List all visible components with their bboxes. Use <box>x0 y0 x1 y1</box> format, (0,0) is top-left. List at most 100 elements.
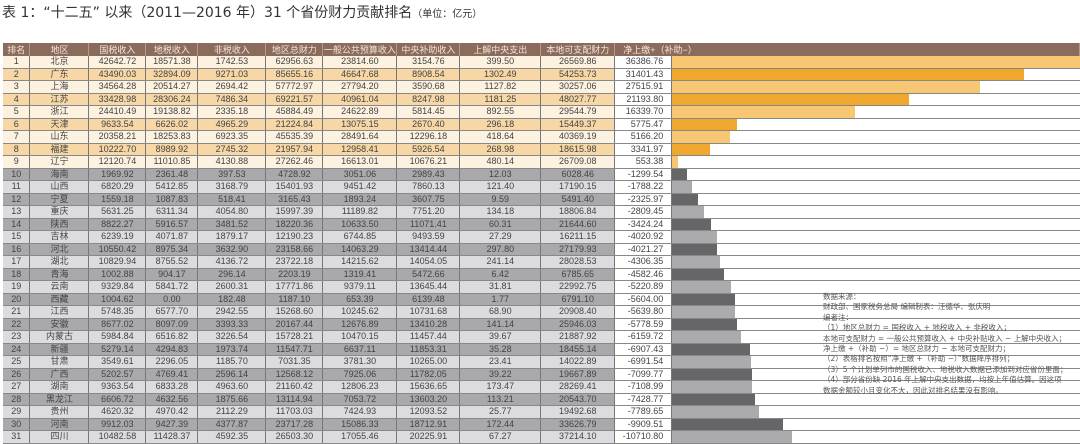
value-cell: 8975.34 <box>145 243 199 256</box>
subsidy-bar <box>672 306 736 318</box>
value-cell: 4294.83 <box>145 343 199 356</box>
value-cell: 14054.05 <box>396 255 461 269</box>
bar-cell <box>671 93 1080 106</box>
value-cell: 1875.66 <box>197 393 267 406</box>
value-cell: 1893.24 <box>322 193 398 206</box>
value-cell: 4071.87 <box>145 230 199 244</box>
contribution-bar <box>672 118 737 130</box>
subsidy-bar <box>672 181 693 193</box>
value-cell: 7053.72 <box>322 393 398 406</box>
value-cell: 21224.84 <box>265 118 324 131</box>
value-cell: 10470.15 <box>322 330 398 344</box>
value-cell: 31.81 <box>459 280 542 294</box>
value-cell: 15268.60 <box>265 305 324 319</box>
subsidy-bar <box>672 368 752 380</box>
region-cell: 云南 <box>29 280 90 294</box>
value-cell: 27.29 <box>459 230 542 244</box>
rank-cell: 17 <box>3 255 31 269</box>
rank-cell: 2 <box>3 68 31 81</box>
value-cell: 1181.25 <box>459 93 542 106</box>
table-row: 12 宁夏 1559.18 1087.83 518.41 3165.43 1893.24 36… <box>3 193 1080 206</box>
value-cell: 19492.68 <box>540 405 616 419</box>
rank-cell: 29 <box>3 405 31 419</box>
rank-cell: 7 <box>3 130 31 144</box>
value-cell: 11010.85 <box>145 155 199 169</box>
bar-cell <box>671 380 1080 394</box>
value-cell: 43490.03 <box>88 68 147 81</box>
value-cell: 904.17 <box>145 268 199 281</box>
value-cell: 11547.71 <box>265 343 324 356</box>
value-cell: 3632.90 <box>197 243 267 256</box>
value-cell: 26569.86 <box>540 56 616 69</box>
value-cell: 60.31 <box>459 218 542 231</box>
value-cell: 32894.09 <box>145 68 199 81</box>
value-cell: 23722.18 <box>265 255 324 269</box>
value-cell: 12958.41 <box>322 143 398 156</box>
value-cell: 297.80 <box>459 243 542 256</box>
net-value-cell: -7428.77 <box>614 393 673 406</box>
net-value-cell: -1788.22 <box>614 180 673 194</box>
value-cell: 8822.27 <box>88 218 147 231</box>
value-cell: 4130.88 <box>197 155 267 169</box>
value-cell: 23717.28 <box>265 418 324 431</box>
value-cell: 7751.20 <box>396 205 461 219</box>
value-cell: 6833.28 <box>145 380 199 394</box>
table-title: 表 1：“十二五” 以来（2011—2016 年）31 个省份财力贡献排名（单位… <box>2 2 482 22</box>
value-cell: 3226.54 <box>197 330 267 344</box>
value-cell: 24410.49 <box>88 105 147 119</box>
value-cell: 2670.40 <box>396 118 461 131</box>
rank-cell: 25 <box>3 355 31 369</box>
value-cell: 18806.84 <box>540 205 616 219</box>
value-cell: 1969.92 <box>88 168 147 181</box>
value-cell: 9912.03 <box>88 418 147 431</box>
table-row: 20 西藏 1004.62 0.00 182.48 1187.10 653.39 6139.4… <box>3 293 1080 306</box>
column-header: 国税收入 <box>88 43 147 56</box>
value-cell: 182.48 <box>197 293 267 306</box>
region-cell: 湖南 <box>29 380 90 394</box>
column-header: 一般公共预算收入 <box>322 43 398 56</box>
value-cell: 10829.94 <box>88 255 147 269</box>
value-cell: 21957.94 <box>265 143 324 156</box>
value-cell: 12296.18 <box>396 130 461 144</box>
value-cell: 18455.14 <box>540 343 616 356</box>
value-cell: 3549.61 <box>88 355 147 369</box>
value-cell: 6637.11 <box>322 343 398 356</box>
value-cell: 1559.18 <box>88 193 147 206</box>
bar-cell <box>671 430 1080 444</box>
net-value-cell: -4020.92 <box>614 230 673 244</box>
net-value-cell: 31401.43 <box>614 68 673 81</box>
value-cell: 7860.13 <box>396 180 461 194</box>
value-cell: 1973.74 <box>197 343 267 356</box>
value-cell: 9271.03 <box>197 68 267 81</box>
net-value-cell: -6159.72 <box>614 330 673 344</box>
value-cell: 23.41 <box>459 355 542 369</box>
value-cell: 1.77 <box>459 293 542 306</box>
value-cell: 29544.79 <box>540 105 616 119</box>
value-cell: 34564.28 <box>88 80 147 94</box>
value-cell: 5984.84 <box>88 330 147 344</box>
region-cell: 甘肃 <box>29 355 90 369</box>
value-cell: 12190.23 <box>265 230 324 244</box>
value-cell: 4136.72 <box>197 255 267 269</box>
region-cell: 四川 <box>29 430 90 444</box>
net-value-cell: 27515.91 <box>614 80 673 94</box>
value-cell: 6577.70 <box>145 305 199 319</box>
table-row: 30 河南 9912.03 9427.39 4377.87 23717.28 15086.3… <box>3 418 1080 431</box>
value-cell: 21160.42 <box>265 380 324 394</box>
value-cell: 3393.33 <box>197 318 267 331</box>
value-cell: 27179.93 <box>540 243 616 256</box>
contribution-bar <box>672 81 981 93</box>
subsidy-bar <box>672 356 751 368</box>
value-cell: 5926.54 <box>396 143 461 156</box>
value-cell: 35.28 <box>459 343 542 356</box>
subsidy-bar <box>672 331 742 343</box>
bar-cell <box>671 305 1080 319</box>
value-cell: 16211.15 <box>540 230 616 244</box>
value-cell: 6139.48 <box>396 293 461 306</box>
value-cell: 6028.46 <box>540 168 616 181</box>
subsidy-bar <box>672 393 756 405</box>
subsidy-bar <box>672 318 737 330</box>
value-cell: 6626.02 <box>145 118 199 131</box>
value-cell: 141.14 <box>459 318 542 331</box>
value-cell: 9363.54 <box>88 380 147 394</box>
